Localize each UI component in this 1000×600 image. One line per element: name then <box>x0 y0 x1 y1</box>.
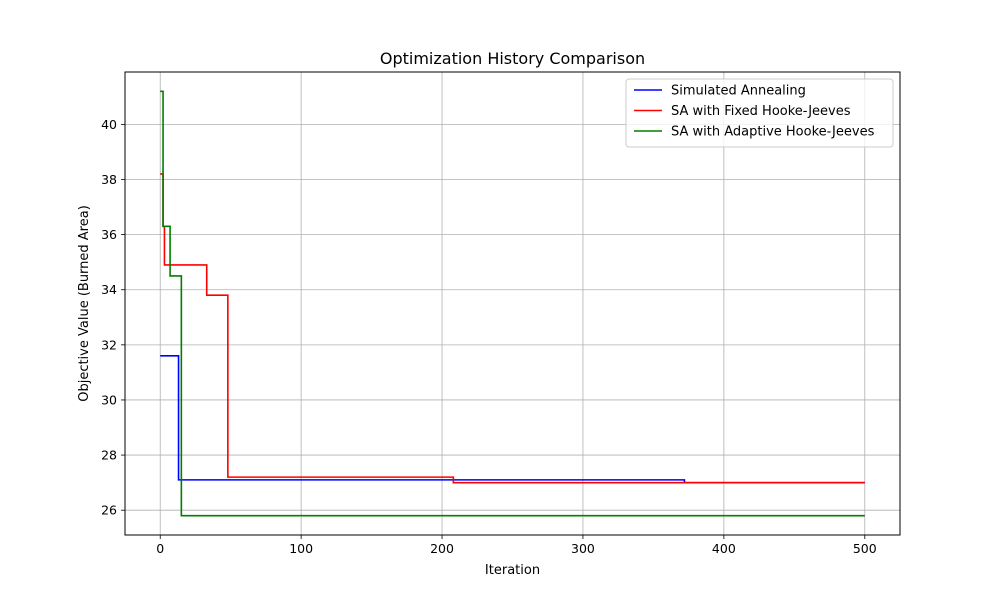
legend-label: SA with Fixed Hooke-Jeeves <box>671 104 851 119</box>
x-axis-label: Iteration <box>485 563 540 578</box>
legend-label: Simulated Annealing <box>671 84 806 99</box>
x-tick-label: 500 <box>853 541 877 556</box>
x-tick-label: 300 <box>571 541 595 556</box>
series-lines <box>160 90 865 517</box>
legend-box <box>625 78 894 148</box>
x-axis-ticks: 0 100 200 300 400 500 <box>156 535 877 556</box>
y-tick-label: 34 <box>101 282 117 297</box>
grid <box>125 72 900 535</box>
y-axis-ticks: 26 28 30 32 34 36 38 40 <box>101 117 125 518</box>
y-tick-label: 38 <box>101 172 117 187</box>
y-tick-label: 26 <box>101 503 117 518</box>
x-tick-label: 0 <box>156 541 164 556</box>
series-line-3 <box>160 90 865 517</box>
y-tick-label: 30 <box>101 392 117 407</box>
y-axis-label: Objective Value (Burned Area) <box>77 205 92 402</box>
x-tick-label: 400 <box>712 541 736 556</box>
x-tick-label: 200 <box>430 541 454 556</box>
y-tick-label: 36 <box>101 227 117 242</box>
legend-label: SA with Adaptive Hooke-Jeeves <box>671 125 875 140</box>
plot-area-frame <box>124 71 901 536</box>
y-tick-label: 28 <box>101 448 117 463</box>
x-tick-label: 100 <box>289 541 313 556</box>
legend: Simulated Annealing SA with Fixed Hooke-J… <box>625 78 894 148</box>
y-tick-label: 40 <box>101 117 117 132</box>
y-tick-label: 32 <box>101 337 117 352</box>
chart-title: Optimization History Comparison <box>380 49 645 68</box>
